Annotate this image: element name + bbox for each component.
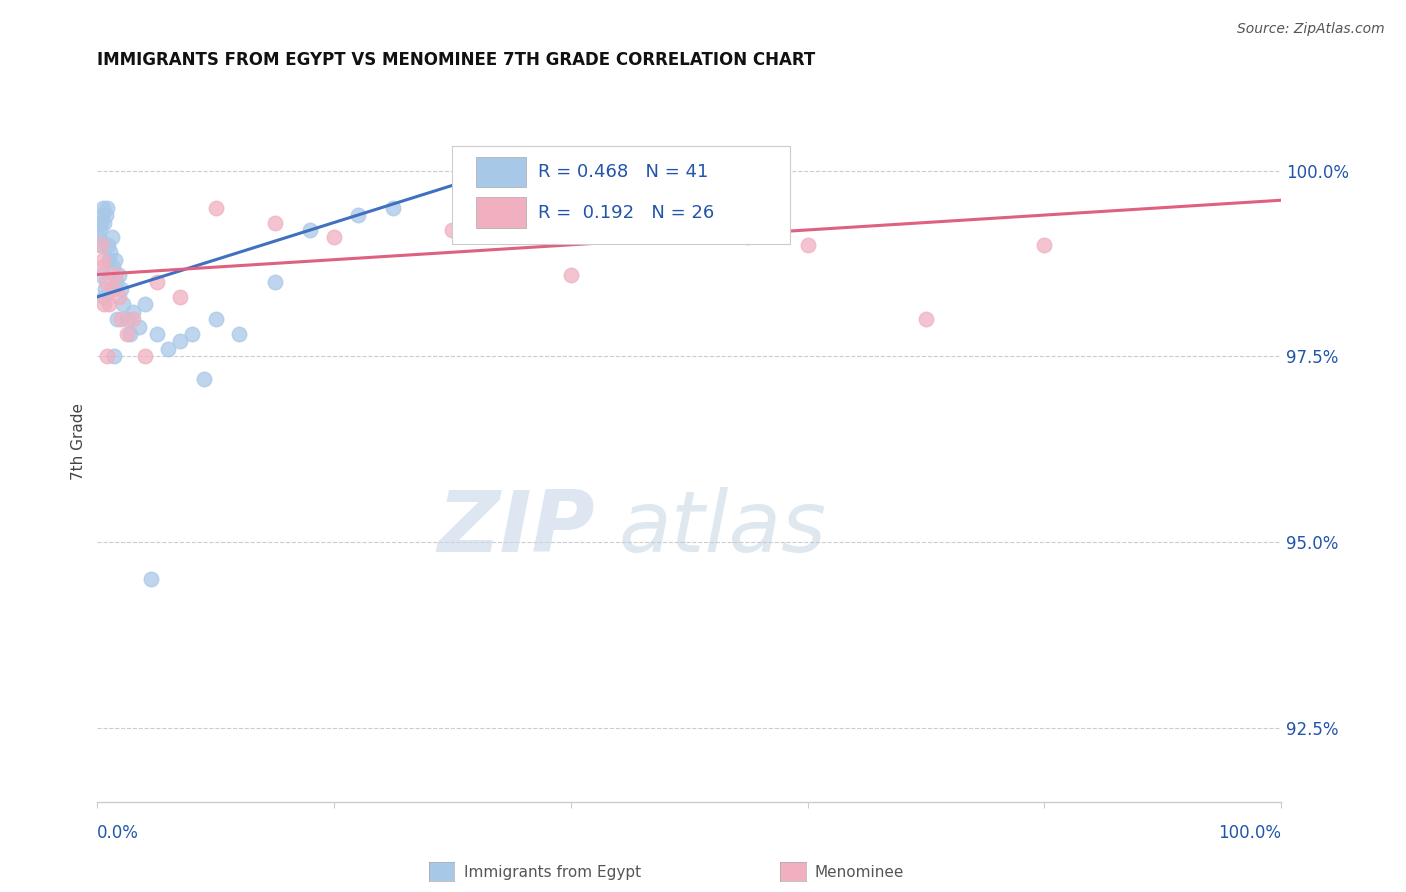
Point: [204, 312, 226, 326]
Point: [104, 268, 127, 282]
Point: [264, 275, 287, 289]
Point: [90, 215, 112, 229]
Point: [560, 268, 582, 282]
Point: [115, 312, 138, 326]
Point: [134, 349, 156, 363]
Text: 100.0%: 100.0%: [1218, 824, 1281, 842]
Point: [110, 282, 132, 296]
Point: [101, 260, 124, 274]
Text: 0.0%: 0.0%: [97, 824, 139, 842]
Point: [115, 326, 138, 341]
Text: ZIP: ZIP: [437, 487, 595, 570]
Point: [169, 290, 191, 304]
Text: R =  0.192   N = 26: R = 0.192 N = 26: [537, 203, 714, 221]
Point: [128, 319, 150, 334]
Point: [107, 312, 129, 326]
Text: Menominee: Menominee: [814, 865, 904, 880]
Point: [100, 230, 122, 244]
Point: [193, 371, 215, 385]
Point: [98, 297, 121, 311]
Point: [107, 290, 129, 304]
Point: [98, 252, 121, 267]
Point: [91, 252, 114, 267]
Point: [678, 215, 700, 229]
Text: R = 0.468   N = 41: R = 0.468 N = 41: [537, 163, 709, 181]
Point: [181, 326, 204, 341]
Point: [89, 237, 111, 252]
Point: [1033, 237, 1056, 252]
Point: [93, 297, 115, 311]
Point: [107, 268, 129, 282]
Text: atlas: atlas: [619, 487, 827, 570]
Point: [915, 312, 938, 326]
Text: Immigrants from Egypt: Immigrants from Egypt: [464, 865, 641, 880]
Point: [204, 201, 226, 215]
Point: [94, 275, 117, 289]
Point: [90, 237, 112, 252]
Point: [139, 572, 162, 586]
Point: [96, 349, 118, 363]
Point: [737, 230, 759, 244]
Point: [157, 342, 180, 356]
Point: [101, 282, 124, 296]
Point: [382, 201, 405, 215]
Point: [97, 237, 120, 252]
Point: [89, 223, 111, 237]
Point: [796, 237, 818, 252]
Point: [90, 268, 112, 282]
Point: [93, 215, 115, 229]
Point: [91, 260, 114, 274]
Point: [89, 230, 111, 244]
Point: [134, 297, 156, 311]
Point: [228, 326, 250, 341]
Point: [145, 275, 167, 289]
Point: [105, 275, 128, 289]
Point: [94, 208, 117, 222]
FancyBboxPatch shape: [477, 197, 526, 227]
Point: [120, 326, 142, 341]
Point: [91, 208, 114, 222]
FancyBboxPatch shape: [453, 146, 790, 244]
Point: [346, 208, 368, 222]
Point: [103, 349, 125, 363]
Y-axis label: 7th Grade: 7th Grade: [72, 403, 86, 480]
Point: [299, 223, 322, 237]
Point: [264, 215, 287, 229]
Text: Source: ZipAtlas.com: Source: ZipAtlas.com: [1237, 22, 1385, 37]
Point: [91, 201, 114, 215]
Point: [169, 334, 191, 349]
Point: [121, 312, 143, 326]
Point: [96, 201, 118, 215]
Point: [441, 223, 464, 237]
Point: [94, 282, 117, 296]
Point: [121, 304, 143, 318]
Text: IMMIGRANTS FROM EGYPT VS MENOMINEE 7TH GRADE CORRELATION CHART: IMMIGRANTS FROM EGYPT VS MENOMINEE 7TH G…: [97, 51, 815, 69]
Point: [104, 252, 127, 267]
Point: [98, 245, 121, 260]
Point: [93, 290, 115, 304]
Point: [110, 312, 132, 326]
FancyBboxPatch shape: [477, 157, 526, 187]
Point: [145, 326, 167, 341]
Point: [112, 297, 135, 311]
Point: [323, 230, 346, 244]
